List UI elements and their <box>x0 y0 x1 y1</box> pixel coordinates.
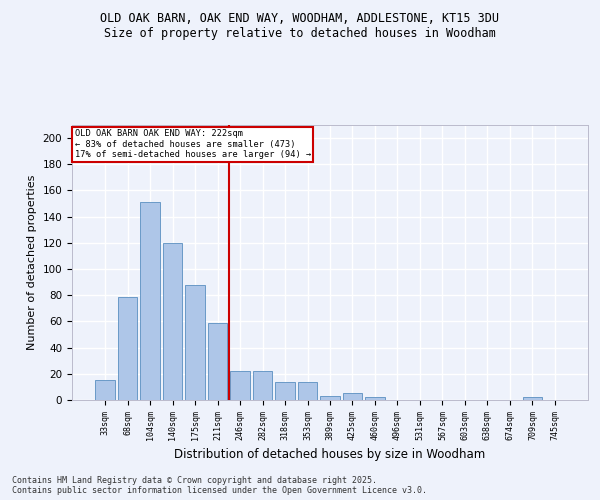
Bar <box>185 285 205 400</box>
Bar <box>320 396 340 400</box>
X-axis label: Distribution of detached houses by size in Woodham: Distribution of detached houses by size … <box>175 448 485 461</box>
Text: OLD OAK BARN OAK END WAY: 222sqm
← 83% of detached houses are smaller (473)
17% : OLD OAK BARN OAK END WAY: 222sqm ← 83% o… <box>74 129 311 159</box>
Text: Contains HM Land Registry data © Crown copyright and database right 2025.
Contai: Contains HM Land Registry data © Crown c… <box>12 476 427 495</box>
Bar <box>343 394 362 400</box>
Bar <box>118 296 137 400</box>
Bar <box>95 380 115 400</box>
Text: OLD OAK BARN, OAK END WAY, WOODHAM, ADDLESTONE, KT15 3DU: OLD OAK BARN, OAK END WAY, WOODHAM, ADDL… <box>101 12 499 26</box>
Y-axis label: Number of detached properties: Number of detached properties <box>27 175 37 350</box>
Bar <box>253 371 272 400</box>
Bar <box>163 243 182 400</box>
Text: Size of property relative to detached houses in Woodham: Size of property relative to detached ho… <box>104 28 496 40</box>
Bar <box>298 382 317 400</box>
Bar <box>523 398 542 400</box>
Bar <box>230 371 250 400</box>
Bar <box>140 202 160 400</box>
Bar <box>275 382 295 400</box>
Bar <box>208 322 227 400</box>
Bar <box>365 398 385 400</box>
